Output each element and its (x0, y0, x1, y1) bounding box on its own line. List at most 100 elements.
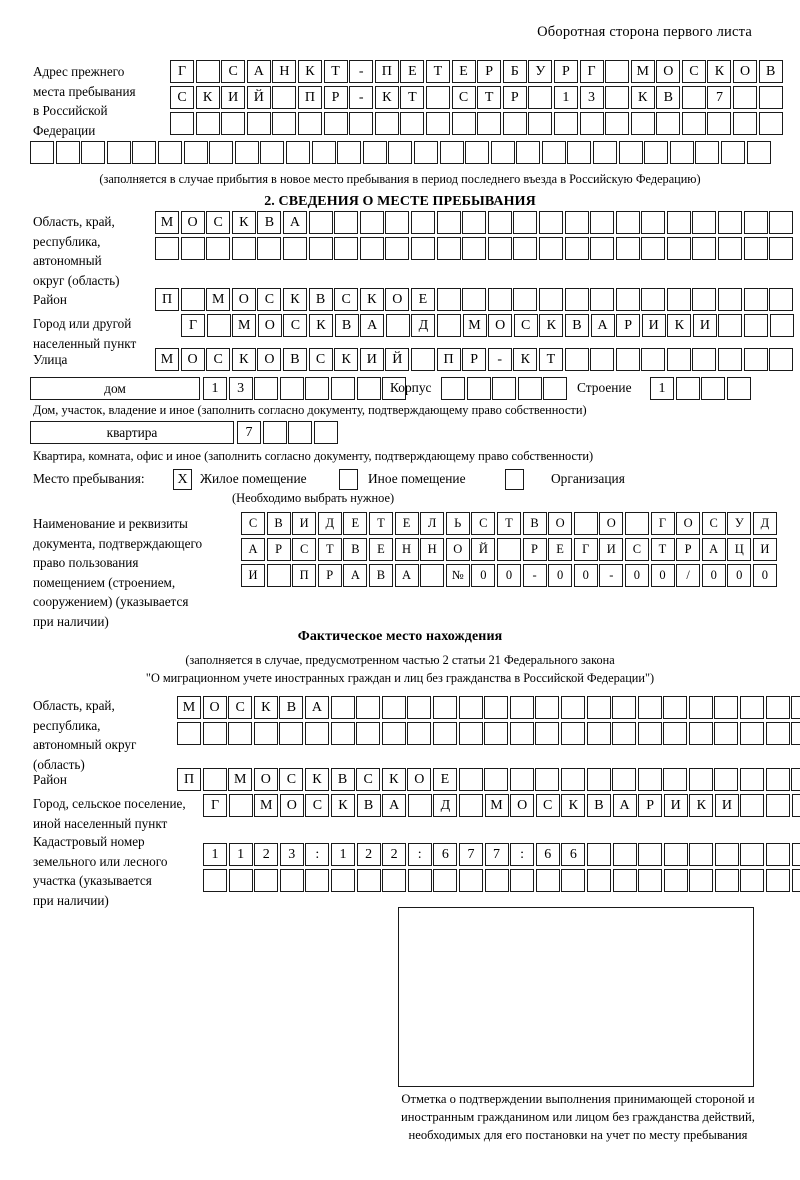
char-cell[interactable] (688, 696, 713, 719)
char-cell[interactable] (180, 237, 205, 260)
char-cell[interactable] (400, 112, 425, 135)
char-cell[interactable] (718, 288, 743, 311)
char-cell[interactable]: Т (650, 538, 675, 561)
char-cell[interactable]: 2 (382, 843, 407, 866)
char-cell[interactable]: М (630, 60, 655, 83)
char-cell[interactable] (590, 237, 615, 260)
char-cell[interactable] (451, 112, 476, 135)
char-cell[interactable] (692, 211, 717, 234)
char-cell[interactable]: У (528, 60, 553, 83)
char-cell[interactable]: Е (451, 60, 476, 83)
char-cell[interactable]: М (254, 794, 279, 817)
char-cell[interactable]: Е (410, 288, 435, 311)
char-cell[interactable] (356, 696, 381, 719)
document-row-3[interactable]: И П Р А В А № 0 0-0 0-0 0/0 0 0 (241, 564, 777, 587)
char-cell[interactable] (490, 141, 515, 164)
char-cell[interactable] (425, 112, 450, 135)
char-cell[interactable]: К (195, 86, 220, 109)
char-cell[interactable] (586, 696, 611, 719)
char-cell[interactable] (743, 211, 768, 234)
char-cell[interactable] (262, 421, 287, 444)
char-cell[interactable] (202, 768, 227, 791)
char-cell[interactable]: С (283, 314, 308, 337)
char-cell[interactable]: 1 (650, 377, 674, 400)
char-cell[interactable] (538, 237, 563, 260)
char-cell[interactable] (359, 211, 384, 234)
char-cell[interactable]: А (394, 564, 419, 587)
char-cell[interactable] (279, 722, 304, 745)
char-cell[interactable]: Т (425, 60, 450, 83)
char-cell[interactable] (733, 86, 758, 109)
char-cell[interactable]: Е (368, 538, 393, 561)
char-cell[interactable] (564, 348, 589, 371)
char-cell[interactable] (382, 869, 407, 892)
char-cell[interactable] (330, 377, 355, 400)
char-cell[interactable]: К (374, 86, 399, 109)
char-cell[interactable]: О (253, 768, 278, 791)
char-cell[interactable] (590, 348, 615, 371)
char-cell[interactable]: Р (323, 86, 348, 109)
char-cell[interactable]: О (548, 512, 573, 535)
char-cell[interactable] (330, 696, 355, 719)
char-cell[interactable] (791, 722, 800, 745)
char-cell[interactable] (410, 211, 435, 234)
char-cell[interactable]: Й (246, 86, 271, 109)
char-cell[interactable] (382, 377, 407, 400)
char-cell[interactable]: В (279, 696, 304, 719)
char-cell[interactable] (170, 112, 194, 135)
char-cell[interactable] (692, 288, 717, 311)
char-cell[interactable] (407, 794, 432, 817)
char-cell[interactable]: В (308, 288, 333, 311)
char-cell[interactable]: О (257, 314, 282, 337)
char-cell[interactable] (288, 421, 313, 444)
char-cell[interactable] (641, 211, 666, 234)
char-cell[interactable] (718, 211, 743, 234)
char-cell[interactable]: : (305, 843, 330, 866)
char-cell[interactable]: Е (432, 768, 457, 791)
char-cell[interactable] (513, 288, 538, 311)
char-cell[interactable] (517, 377, 542, 400)
char-cell[interactable]: О (385, 288, 410, 311)
char-cell[interactable] (407, 869, 432, 892)
char-cell[interactable]: И (241, 564, 265, 587)
char-cell[interactable]: Ь (445, 512, 470, 535)
char-cell[interactable] (234, 141, 259, 164)
char-cell[interactable] (663, 843, 688, 866)
char-cell[interactable]: 1 (228, 843, 253, 866)
char-cell[interactable] (567, 141, 592, 164)
char-cell[interactable]: П (297, 86, 322, 109)
char-cell[interactable]: И (714, 794, 739, 817)
char-cell[interactable] (666, 288, 691, 311)
char-cell[interactable] (618, 141, 643, 164)
char-cell[interactable] (744, 314, 769, 337)
char-cell[interactable]: Р (502, 86, 527, 109)
char-cell[interactable] (381, 722, 406, 745)
char-cell[interactable] (681, 86, 706, 109)
char-cell[interactable] (356, 377, 381, 400)
char-cell[interactable]: Р (616, 314, 641, 337)
char-cell[interactable]: И (292, 512, 317, 535)
char-cell[interactable]: Г (579, 60, 604, 83)
char-cell[interactable] (593, 141, 618, 164)
char-cell[interactable] (561, 869, 586, 892)
char-cell[interactable] (282, 237, 307, 260)
char-cell[interactable] (543, 377, 568, 400)
char-cell[interactable]: О (202, 696, 227, 719)
char-cell[interactable]: А (701, 538, 726, 561)
char-cell[interactable]: Т (323, 60, 348, 83)
char-cell[interactable] (528, 86, 553, 109)
char-cell[interactable]: 1 (203, 843, 227, 866)
char-cell[interactable] (349, 112, 374, 135)
char-cell[interactable]: К (667, 314, 692, 337)
char-cell[interactable]: 3 (228, 377, 253, 400)
char-cell[interactable] (638, 843, 663, 866)
char-cell[interactable]: С (681, 60, 706, 83)
char-cell[interactable]: К (689, 794, 714, 817)
char-cell[interactable]: Р (553, 60, 578, 83)
char-cell[interactable]: 2 (356, 843, 381, 866)
char-cell[interactable] (323, 112, 348, 135)
